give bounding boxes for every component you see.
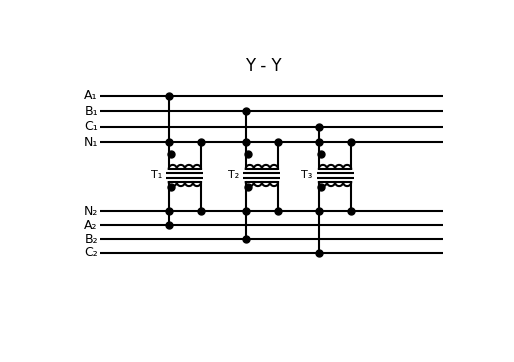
Text: T₁: T₁	[151, 171, 162, 181]
Text: N₂: N₂	[83, 205, 98, 218]
Text: C₁: C₁	[84, 120, 98, 133]
Text: C₂: C₂	[84, 247, 98, 260]
Text: B₂: B₂	[84, 232, 98, 245]
Text: Y - Y: Y - Y	[245, 57, 282, 75]
Text: B₁: B₁	[84, 105, 98, 118]
Text: N₁: N₁	[83, 135, 98, 148]
Text: A₂: A₂	[84, 219, 98, 232]
Text: A₁: A₁	[84, 89, 98, 102]
Text: T₂: T₂	[228, 171, 240, 181]
Text: T₃: T₃	[301, 171, 313, 181]
